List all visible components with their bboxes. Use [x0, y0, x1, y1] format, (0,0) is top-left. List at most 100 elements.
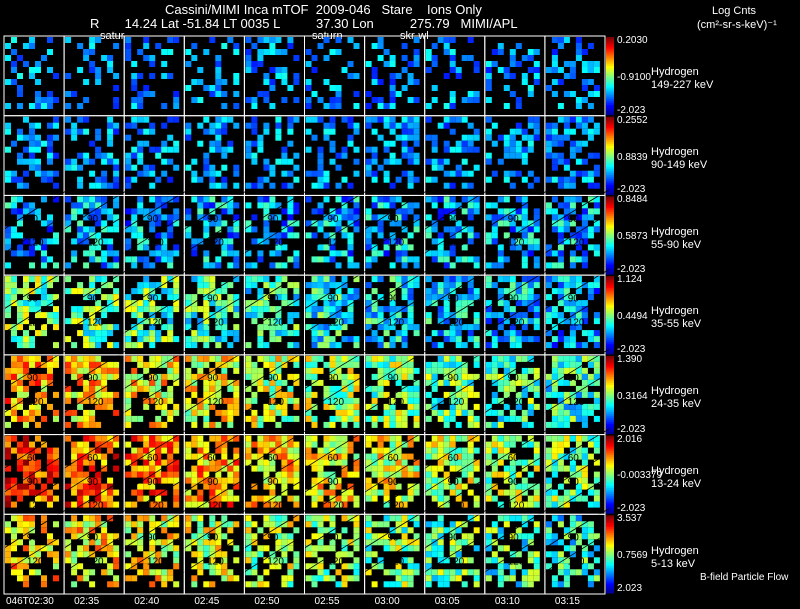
- contour-line: [59, 269, 129, 312]
- contour-label: 120: [568, 557, 585, 568]
- colorbar-mid-label: 0.3164: [617, 390, 648, 402]
- time-tick-label: 02:55: [314, 596, 340, 607]
- contour-line: [0, 293, 69, 336]
- heatmap-cell: 90 120: [300, 348, 369, 436]
- contour-label: 120: [327, 317, 344, 328]
- contour-line: [300, 189, 369, 233]
- colorbar-mid-label: 0.5873: [617, 231, 648, 243]
- colorbar-min-label: -2.023: [617, 104, 646, 116]
- heatmap-cell: [243, 35, 305, 117]
- contour-line: [0, 269, 69, 312]
- time-tick-label: 02:40: [134, 596, 160, 607]
- contour-label: 120: [267, 397, 284, 408]
- contour-line: [180, 189, 249, 233]
- contour-line: [180, 213, 249, 257]
- contour-line: [180, 348, 249, 392]
- contour-label: 90: [27, 214, 39, 225]
- contour-label: 120: [448, 397, 465, 408]
- contour-line: [240, 532, 309, 575]
- contour-line: [540, 452, 610, 496]
- heatmap-cell: 60 90 120: [360, 428, 429, 520]
- colorbar: [606, 37, 614, 116]
- contour-line: [360, 372, 429, 416]
- contour-label: 90: [568, 293, 580, 304]
- contour-label: 90: [87, 373, 99, 384]
- heatmap-cell: 90 120: [59, 348, 129, 436]
- contour-line: [119, 532, 189, 575]
- contour-line: [240, 372, 309, 416]
- colorbar-min-label: -2.023: [617, 343, 646, 355]
- contour-label: 90: [508, 533, 520, 544]
- heatmap-cell: 90 120: [420, 508, 490, 595]
- contour-label: 90: [87, 293, 99, 304]
- heatmap-cell: 60 90 120: [0, 428, 69, 520]
- contour-label: 90: [448, 214, 460, 225]
- colorbar: [606, 276, 614, 355]
- contour-line: [180, 428, 249, 472]
- geo-line: R 14.24 Lat -51.84 LT 0035 L 37.30 Lon 2…: [90, 16, 518, 31]
- flow-label: B-field Particle Flow: [700, 572, 789, 583]
- colorbar-max-label: 0.2552: [617, 114, 648, 126]
- heatmap-cell: 90 120: [0, 269, 69, 356]
- contour-label: 90: [327, 214, 339, 225]
- contour-line: [480, 348, 550, 392]
- contour-line: [300, 269, 369, 312]
- contour-label: 120: [568, 238, 585, 249]
- contour-label: 120: [147, 238, 164, 249]
- contour-line: [119, 428, 189, 472]
- contour-label: 90: [508, 293, 520, 304]
- contour-line: [540, 189, 610, 233]
- contour-label: 60: [147, 453, 159, 464]
- contour-label: 90: [387, 293, 399, 304]
- time-tick-label: 03:05: [434, 596, 460, 607]
- heatmap-cell: [544, 35, 606, 117]
- heatmap-cell: 90 120: [480, 348, 550, 436]
- colorbar-max-label: 1.390: [617, 353, 643, 365]
- contour-line: [360, 532, 429, 575]
- colorbar-mid-label: -0.9100: [617, 71, 651, 83]
- contour-label: 120: [387, 501, 404, 512]
- contour-label: 120: [147, 557, 164, 568]
- contour-line: [0, 348, 69, 392]
- contour-label: 120: [508, 397, 525, 408]
- colorbar-mid-label: 0.8839: [617, 151, 648, 163]
- contour-line: [300, 213, 369, 257]
- contour-label: 90: [207, 373, 219, 384]
- contour-line: [480, 372, 550, 416]
- contour-label: 120: [147, 317, 164, 328]
- energy-label: 35-55 keV: [651, 318, 702, 331]
- time-tick-label: 02:50: [254, 596, 280, 607]
- contour-line: [59, 372, 129, 416]
- contour-label: 120: [147, 397, 164, 408]
- contour-line: [540, 269, 610, 312]
- contour-line: [540, 372, 610, 416]
- colorbar-min-label: -2.023: [617, 264, 646, 276]
- contour-label: 120: [387, 238, 404, 249]
- heatmap-cell: [484, 35, 546, 117]
- contour-label: 60: [327, 453, 339, 464]
- contour-line: [480, 213, 550, 257]
- contour-line: [420, 269, 490, 312]
- contour-line: [0, 213, 69, 257]
- colorbar: [606, 116, 614, 195]
- contour-line: [59, 293, 129, 336]
- contour-label: 120: [327, 397, 344, 408]
- contour-line: [480, 428, 550, 472]
- contour-label: 120: [568, 501, 585, 512]
- contour-line: [480, 508, 550, 551]
- contour-label: 60: [87, 453, 99, 464]
- heatmap-cell: 90 120: [300, 269, 369, 356]
- energy-label: 13-24 keV: [651, 477, 702, 490]
- contour-label: 90: [508, 477, 520, 488]
- contour-label: 60: [387, 453, 399, 464]
- contour-label: 120: [87, 501, 104, 512]
- contour-label: 90: [448, 477, 460, 488]
- heatmap-cell: [183, 35, 245, 117]
- contour-line: [119, 213, 189, 257]
- contour-line: [420, 428, 490, 472]
- contour-label: 120: [27, 397, 44, 408]
- time-tick-label: 03:15: [554, 596, 580, 607]
- heatmap-cell: 60 90 120: [540, 428, 610, 520]
- contour-line: [59, 189, 129, 233]
- contour-line: [480, 269, 550, 312]
